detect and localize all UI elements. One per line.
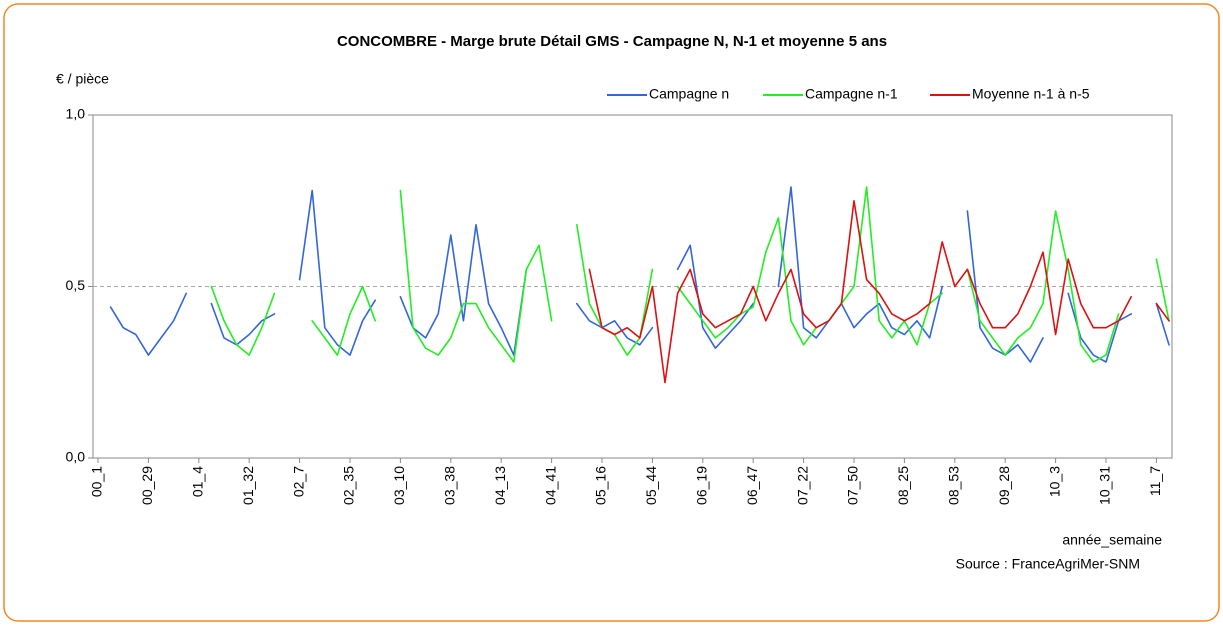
chart-title: CONCOMBRE - Marge brute Détail GMS - Cam… <box>337 33 887 50</box>
legend-label: Campagne n <box>649 86 729 102</box>
x-tick-label: 06_19 <box>694 466 710 505</box>
x-tick-label: 03_10 <box>391 466 407 505</box>
frame <box>3 3 1220 622</box>
x-tick-label: 02_35 <box>341 466 357 505</box>
legend-label: Campagne n-1 <box>805 86 898 102</box>
x-tick-label: 01_32 <box>240 466 256 505</box>
x-tick-label: 03_38 <box>442 466 458 505</box>
x-tick-label: 11_7 <box>1147 466 1163 496</box>
y-tick-label: 0,0 <box>66 449 86 465</box>
x-tick-label: 10_31 <box>1097 466 1113 505</box>
legend-label: Moyenne n-1 à n-5 <box>972 86 1090 102</box>
x-tick-label: 04_41 <box>542 466 558 505</box>
x-tick-label: 10_3 <box>1046 466 1062 497</box>
y-tick-label: 0,5 <box>66 277 86 293</box>
x-tick-label: 07_22 <box>794 466 810 505</box>
source: Source : FranceAgriMer-SNM <box>956 556 1140 572</box>
x-tick-label: 09_28 <box>996 466 1012 505</box>
x-tick-label: 01_4 <box>190 466 206 497</box>
x-tick-label: 08_25 <box>895 466 911 505</box>
y-axis-label: € / pièce <box>56 71 109 87</box>
y-tick-label: 1,0 <box>66 106 86 122</box>
x-tick-label: 00_1 <box>89 466 105 497</box>
x-tick-label: 07_50 <box>845 466 861 505</box>
x-tick-label: 05_16 <box>593 466 609 505</box>
x-tick-label: 02_7 <box>290 466 306 497</box>
x-axis-label: année_semaine <box>1062 532 1162 548</box>
x-tick-label: 06_47 <box>744 466 760 505</box>
x-tick-label: 08_53 <box>946 466 962 505</box>
x-tick-label: 05_44 <box>643 466 659 505</box>
x-tick-label: 00_29 <box>139 466 155 505</box>
series-line <box>588 200 1170 384</box>
x-tick-label: 04_13 <box>492 466 508 505</box>
